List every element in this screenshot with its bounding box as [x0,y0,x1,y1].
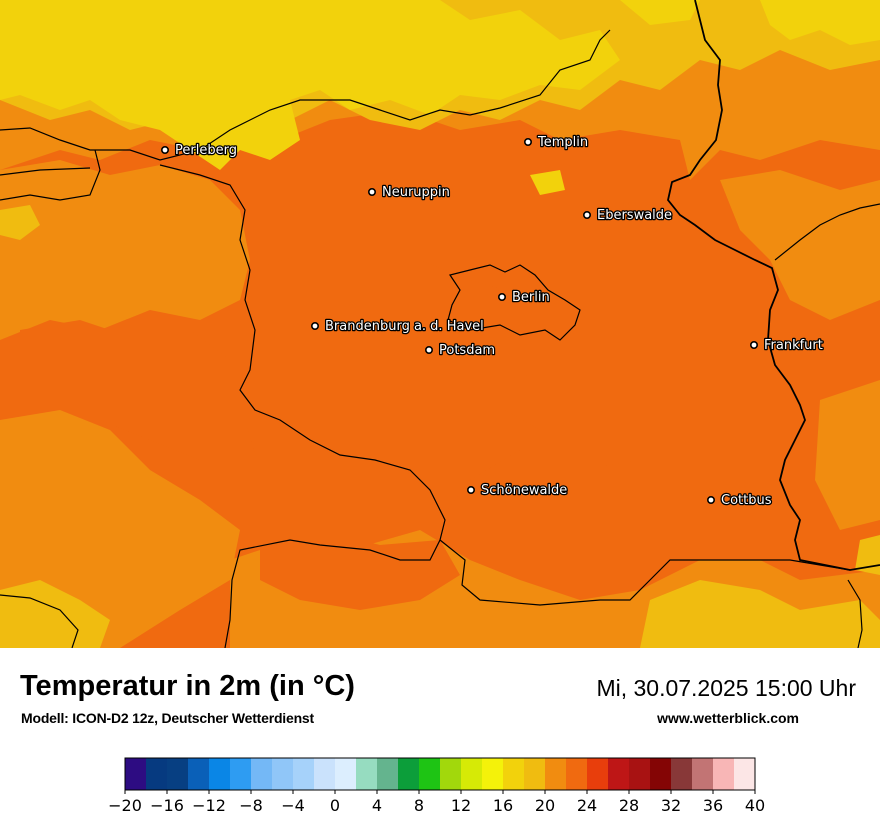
colorbar-tick-label: 0 [330,796,340,815]
colorbar-cell [356,758,378,790]
city-label: Cottbus [721,493,772,508]
website-link[interactable]: www.wetterblick.com [657,710,799,726]
footer: −20 −16 −12 −8 −4 0 4 8 12 16 20 24 28 32 36 40 Tempera… [0,648,880,830]
city-schönewalde[interactable]: Schönewalde [466,482,569,499]
colorbar-cell [545,758,567,790]
colorbar-cell [482,758,504,790]
colorbar-cell [461,758,483,790]
map-title: Temperatur in 2m (in °C) [20,670,355,702]
city-dot [161,146,170,155]
colorbar-cell [587,758,609,790]
city-dot [749,340,758,349]
colorbar-tick-label: 12 [451,796,471,815]
colorbar-tick-label: −4 [281,796,305,815]
colorbar-cell [167,758,189,790]
city-dot [497,292,506,301]
state-borders [0,29,880,648]
city-label: Potsdam [439,343,495,358]
city-eberswalde[interactable]: Eberswalde [582,207,673,224]
colorbar-cell [608,758,630,790]
colorbar-tick-label: 8 [414,796,424,815]
city-berlin[interactable]: Berlin [497,289,551,306]
colorbar-tick-label: −20 [108,796,142,815]
colorbar-cell [650,758,672,790]
colorbar-cell [293,758,315,790]
colorbar-cell [335,758,357,790]
colorbar-cell [692,758,714,790]
colorbar-cell [251,758,273,790]
colorbar-cell [503,758,525,790]
colorbar-tick-label: 32 [661,796,681,815]
city-label: Templin [537,135,588,150]
colorbar-cell [209,758,231,790]
colorbar-cell [524,758,546,790]
colorbar-cell [125,758,147,790]
colorbar-cell [272,758,294,790]
colorbar-tick-label: 4 [372,796,382,815]
valid-datetime: Mi, 30.07.2025 15:00 Uhr [596,675,856,701]
city-dot [582,211,591,220]
city-cottbus[interactable]: Cottbus [706,492,773,509]
city-label: Neuruppin [382,185,450,200]
colorbar-cell [440,758,462,790]
colorbar: −20 −16 −12 −8 −4 0 4 8 12 16 20 24 28 32 36 40 [108,757,765,815]
colorbar-tick-label: 24 [577,796,597,815]
city-brandenburg-a-d-havel[interactable]: Brandenburg a. d. Havel [310,318,485,335]
city-dot [466,485,475,494]
colorbar-cell [734,758,756,790]
colorbar-cell [671,758,693,790]
city-label: Brandenburg a. d. Havel [325,319,484,334]
colorbar-tick-label: 28 [619,796,639,815]
city-perleberg[interactable]: Perleberg [161,142,238,159]
colorbar-cell [629,758,651,790]
colorbar-cell [398,758,420,790]
colorbar-tick-label: 16 [493,796,513,815]
colorbar-tick-label: 36 [703,796,723,815]
colorbar-tick-label: −8 [239,796,263,815]
city-label: Frankfurt [764,338,823,353]
colorbar-ticks: −20 −16 −12 −8 −4 0 4 8 12 16 20 24 28 32 36 40 [108,790,765,815]
colorbar-tick-label: −12 [192,796,226,815]
colorbar-cell [377,758,399,790]
city-dot [367,188,376,197]
colorbar-cell [146,758,168,790]
city-frankfurt[interactable]: Frankfurt [749,337,824,354]
colorbar-cells [125,758,756,790]
country-border [667,0,880,571]
city-label: Perleberg [175,143,237,158]
model-info: Modell: ICON-D2 12z, Deutscher Wetterdie… [21,710,314,726]
city-neuruppin[interactable]: Neuruppin [367,184,451,201]
colorbar-cell [566,758,588,790]
city-label: Schönewalde [481,483,567,498]
colorbar-cell [188,758,210,790]
city-label: Eberswalde [597,208,672,223]
city-dot [523,138,532,147]
colorbar-frame [124,757,756,791]
colorbar-tick-label: 40 [745,796,765,815]
colorbar-cell [713,758,735,790]
colorbar-tick-label: −16 [150,796,184,815]
city-dot [706,495,715,504]
city-label: Berlin [512,290,550,305]
city-potsdam[interactable]: Potsdam [424,342,496,359]
temp-zone-22-24 [20,255,770,610]
colorbar-cell [230,758,252,790]
city-dot [310,321,319,330]
city-templin[interactable]: Templin [523,134,589,151]
city-dot [424,345,433,354]
colorbar-tick-label: 20 [535,796,555,815]
colorbar-cell [419,758,441,790]
city-markers: Perleberg Templin Neuruppin Eberswalde Berli… [161,134,824,509]
temp-zone-16-18 [0,0,880,195]
colorbar-cell [314,758,336,790]
temperature-map[interactable]: Perleberg Templin Neuruppin Eberswalde Berli… [0,0,880,648]
